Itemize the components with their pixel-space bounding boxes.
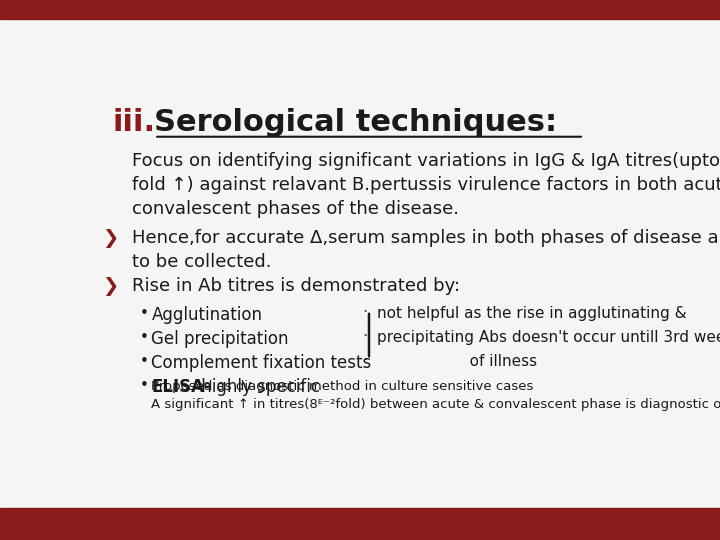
Text: •: • <box>140 306 149 321</box>
Text: Rise in Ab titres is demonstrated by:: Rise in Ab titres is demonstrated by: <box>132 277 460 295</box>
Text: ❯: ❯ <box>102 277 119 296</box>
Text: of illness: of illness <box>377 354 538 369</box>
Text: •: • <box>140 379 149 393</box>
Text: ELISA-: ELISA- <box>151 379 211 396</box>
Text: Hence,for accurate Δ,serum samples in both phases of disease are: Hence,for accurate Δ,serum samples in bo… <box>132 229 720 247</box>
Text: Complement fixation tests: Complement fixation tests <box>151 354 372 372</box>
Text: •: • <box>140 330 149 345</box>
Text: to be collected.: to be collected. <box>132 253 271 271</box>
Text: highly specific: highly specific <box>196 379 320 396</box>
Text: precipitating Abs doesn't occur untill 3rd week: precipitating Abs doesn't occur untill 3… <box>377 330 720 345</box>
Text: ❯: ❯ <box>102 229 119 248</box>
Text: convalescent phases of the disease.: convalescent phases of the disease. <box>132 200 459 218</box>
Text: •: • <box>140 354 149 369</box>
Text: Focus on identifying significant variations in IgG & IgA titres(upto 4: Focus on identifying significant variati… <box>132 152 720 170</box>
Text: Gel precipitation: Gel precipitation <box>151 330 289 348</box>
Text: iii.: iii. <box>112 109 156 138</box>
Text: Agglutination: Agglutination <box>151 306 262 324</box>
Text: Serological techniques:: Serological techniques: <box>154 109 557 138</box>
Text: fold ↑) against relavant B.pertussis virulence factors in both acute &: fold ↑) against relavant B.pertussis vir… <box>132 176 720 194</box>
Text: not helpful as the rise in agglutinating &: not helpful as the rise in agglutinating… <box>377 306 687 321</box>
Text: Proposed as diagnostic method in culture sensitive cases: Proposed as diagnostic method in culture… <box>151 380 534 394</box>
Text: A significant ↑ in titres(8ᴱ⁻²fold) between acute & convalescent phase is diagno: A significant ↑ in titres(8ᴱ⁻²fold) betw… <box>151 398 720 411</box>
